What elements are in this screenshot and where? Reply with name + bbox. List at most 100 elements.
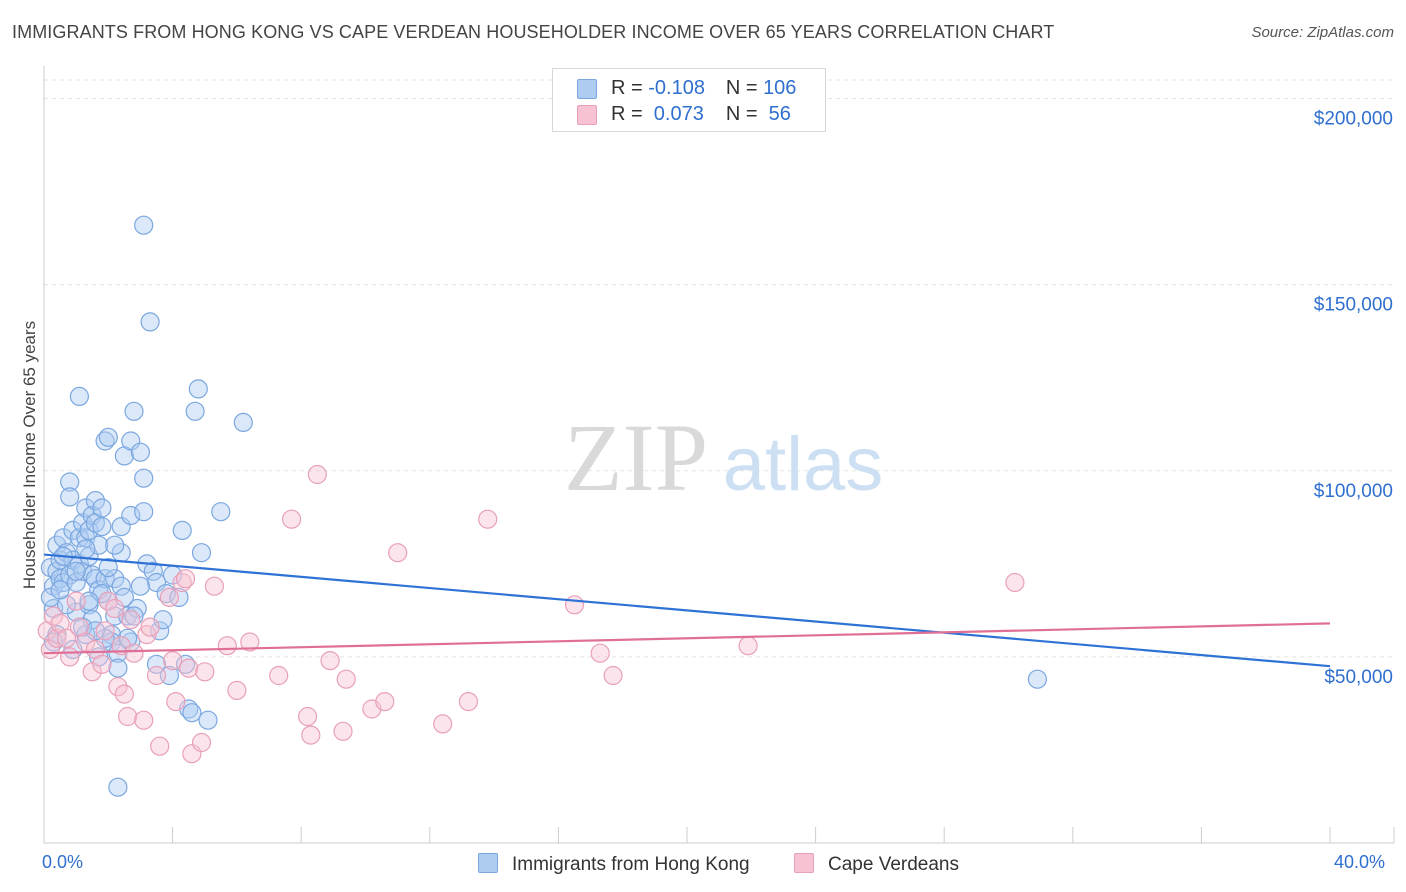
point-hong-kong [146,654,167,674]
point-cape-verdean [98,591,118,611]
point-cape-verdean [159,587,179,608]
point-hong-kong [130,576,150,596]
point-hong-kong [50,569,70,589]
point-cape-verdean [179,658,199,678]
point-cape-verdean [150,736,170,756]
point-hong-kong [211,502,231,522]
point-hong-kong [143,561,163,581]
point-hong-kong [60,487,80,507]
legend-text-cape-verdeans: R = 0.073 N = 56 [611,103,791,126]
n-label: N = [725,103,758,125]
point-cape-verdean [433,714,453,734]
point-hong-kong [108,777,128,797]
point-hong-kong [69,386,90,406]
bottom-legend-label-hong-kong: Immigrants from Hong Kong [512,854,750,875]
point-hong-kong [66,561,86,581]
point-hong-kong [60,472,80,492]
point-cape-verdean [1005,572,1025,593]
point-cape-verdean [56,628,77,648]
r-value: 0.073 [648,103,704,125]
point-cape-verdean [117,706,138,727]
legend-swatch-hong-kong [577,79,597,99]
watermark-atlas: atlas [723,422,884,507]
r-label: R = [611,77,643,99]
point-cape-verdean [227,680,247,701]
legend-text-hong-kong: R = -0.108 N = 106 [611,77,796,100]
point-cape-verdean [146,665,167,686]
point-cape-verdean [333,721,353,741]
point-cape-verdean [320,650,340,671]
point-hong-kong [182,703,202,723]
point-cape-verdean [204,576,224,596]
point-hong-kong [76,498,96,518]
point-hong-kong [85,491,106,511]
watermark-zip: ZIP [564,404,708,511]
point-cape-verdean [114,684,135,704]
point-hong-kong [169,587,189,608]
point-cape-verdean [191,732,212,753]
point-cape-verdean [92,654,112,674]
point-cape-verdean [172,572,192,593]
point-hong-kong [150,621,170,641]
trend-lines [43,553,1331,668]
point-cape-verdean [76,632,96,652]
bottom-legend-swatch-cape-verdeans [794,853,814,873]
point-cape-verdean [269,665,289,686]
point-cape-verdean [195,662,215,682]
point-hong-kong [130,442,150,462]
point-hong-kong [95,431,115,451]
point-cape-verdean [60,647,80,667]
bottom-legend-swatch-hong-kong [478,853,498,873]
y-tick-label: $150,000 [1314,295,1393,316]
point-cape-verdean [336,669,356,689]
point-cape-verdean [166,691,186,712]
point-cape-verdean [66,591,86,611]
point-cape-verdean [738,636,758,656]
point-hong-kong [40,587,61,608]
point-hong-kong [92,498,112,518]
point-cape-verdean [307,464,327,485]
point-hong-kong [76,539,96,559]
n-value: 56 [763,103,791,125]
point-hong-kong [50,580,70,600]
point-cape-verdean [590,643,610,663]
point-hong-kong [185,401,205,421]
point-hong-kong [108,658,128,678]
bottom-legend-label-cape-verdeans: Cape Verdeans [828,854,959,875]
point-cape-verdean [388,543,408,563]
point-hong-kong [98,557,118,578]
point-hong-kong [69,528,90,548]
point-cape-verdean [121,610,141,630]
point-hong-kong [92,516,112,537]
axes [43,66,1395,844]
point-hong-kong [105,535,125,555]
correlation-legend: R = -0.108 N = 106 R = 0.073 N = 56 [552,68,826,132]
source-credit: Source: ZipAtlas.com [1251,24,1394,41]
point-hong-kong [134,468,154,488]
bottom-legend-cape-verdeans: Cape Verdeans [794,853,959,876]
point-cape-verdean [240,632,260,652]
point-hong-kong [53,528,73,548]
point-cape-verdean [82,662,102,682]
trend-line-hong-kong [43,553,1331,668]
data-points [37,215,1048,797]
point-hong-kong [124,401,144,421]
point-cape-verdean [134,710,154,730]
point-hong-kong [111,516,131,537]
point-cape-verdean [105,598,125,619]
point-cape-verdean [140,617,160,637]
n-label: N = [725,77,758,99]
point-cape-verdean [375,691,395,712]
y-tick-label: $200,000 [1314,109,1393,130]
point-cape-verdean [564,595,585,615]
point-cape-verdean [282,509,302,529]
legend-swatch-cape-verdeans [577,105,597,125]
n-value: 106 [763,77,797,99]
x-tick-label-min: 0.0% [42,852,84,872]
point-hong-kong [188,379,208,399]
y-tick-labels: $50,000 $100,000 $150,000 $200,000 [1314,109,1393,688]
point-hong-kong [140,312,160,332]
point-cape-verdean [163,650,183,671]
y-tick-label: $100,000 [1314,481,1393,502]
